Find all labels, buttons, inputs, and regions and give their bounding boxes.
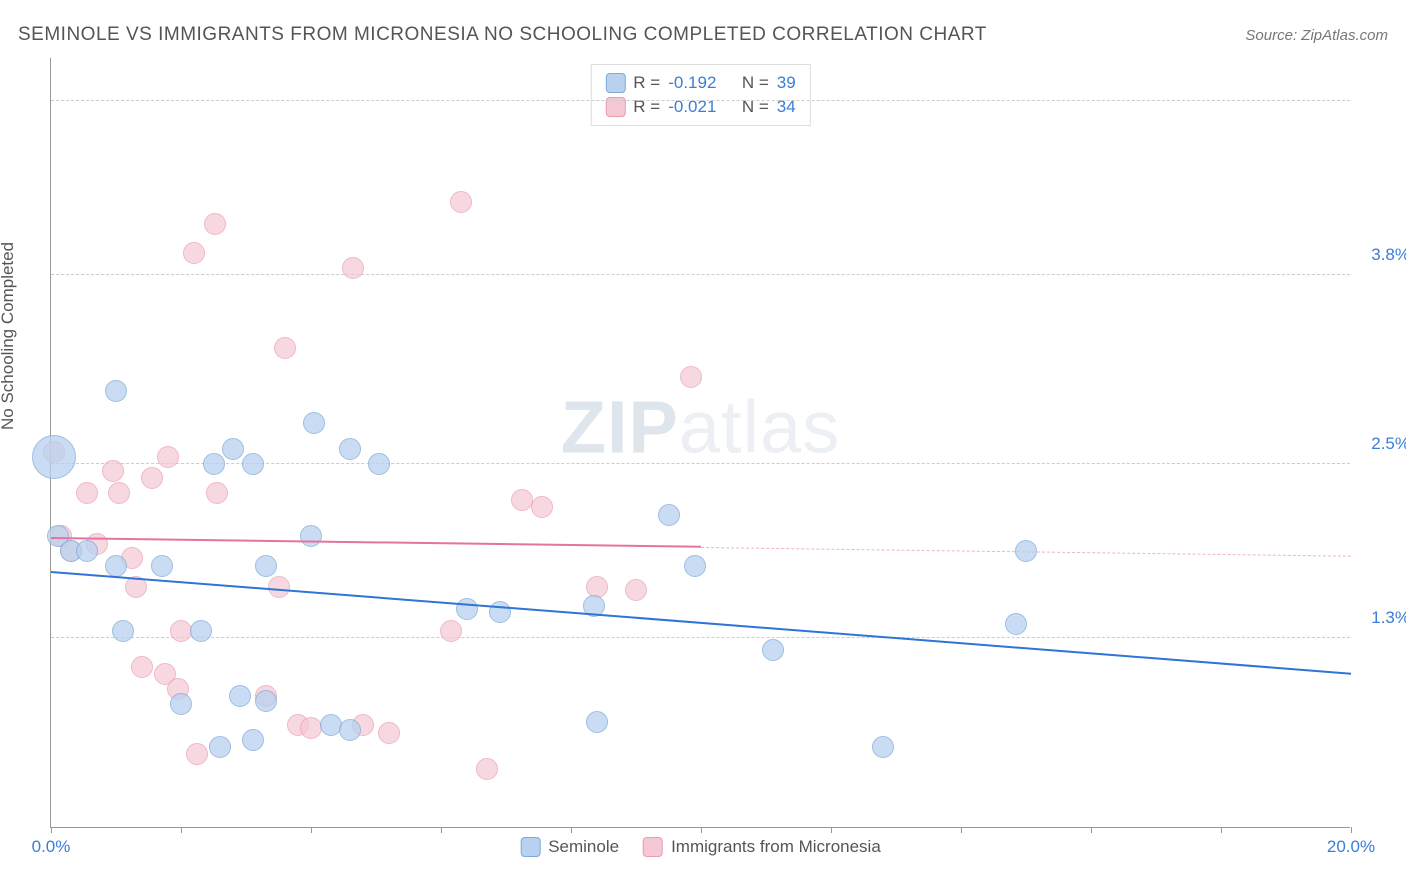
- data-point-seminole: [255, 690, 277, 712]
- gridline: [51, 100, 1350, 101]
- data-point-seminole: [105, 555, 127, 577]
- data-point-seminole: [255, 555, 277, 577]
- data-point-seminole: [339, 438, 361, 460]
- data-point-seminole: [229, 685, 251, 707]
- scatter-chart: ZIPatlas R = -0.192 N = 39 R = -0.021 N …: [50, 58, 1350, 828]
- swatch-seminole-icon: [520, 837, 540, 857]
- y-tick-label: 1.3%: [1371, 608, 1406, 628]
- data-point-seminole: [242, 729, 264, 751]
- data-point-seminole: [112, 620, 134, 642]
- x-tick: [181, 827, 182, 833]
- data-point-seminole: [320, 714, 342, 736]
- y-tick-label: 2.5%: [1371, 434, 1406, 454]
- data-point-micronesia: [476, 758, 498, 780]
- data-point-micronesia: [131, 656, 153, 678]
- x-tick: [1221, 827, 1222, 833]
- data-point-seminole: [242, 453, 264, 475]
- data-point-micronesia: [157, 446, 179, 468]
- data-point-micronesia: [76, 482, 98, 504]
- data-point-seminole: [489, 601, 511, 623]
- data-point-micronesia: [450, 191, 472, 213]
- data-point-seminole: [32, 435, 76, 479]
- data-point-seminole: [76, 540, 98, 562]
- gridline: [51, 274, 1350, 275]
- chart-stats-legend: R = -0.192 N = 39 R = -0.021 N = 34: [590, 64, 810, 126]
- swatch-seminole-icon: [605, 73, 625, 93]
- chart-header: SEMINOLE VS IMMIGRANTS FROM MICRONESIA N…: [18, 24, 1388, 46]
- data-point-seminole: [105, 380, 127, 402]
- legend-item-micronesia: Immigrants from Micronesia: [643, 837, 881, 857]
- data-point-seminole: [658, 504, 680, 526]
- data-point-seminole: [303, 412, 325, 434]
- stats-row-micronesia: R = -0.021 N = 34: [605, 95, 795, 119]
- data-point-micronesia: [274, 337, 296, 359]
- data-point-seminole: [209, 736, 231, 758]
- data-point-micronesia: [186, 743, 208, 765]
- chart-series-legend: Seminole Immigrants from Micronesia: [520, 837, 881, 857]
- legend-item-seminole: Seminole: [520, 837, 619, 857]
- data-point-micronesia: [108, 482, 130, 504]
- data-point-micronesia: [183, 242, 205, 264]
- data-point-seminole: [684, 555, 706, 577]
- data-point-seminole: [368, 453, 390, 475]
- data-point-seminole: [339, 719, 361, 741]
- data-point-micronesia: [440, 620, 462, 642]
- trend-line: [51, 571, 1351, 675]
- swatch-micronesia-icon: [643, 837, 663, 857]
- x-tick: [1351, 827, 1352, 833]
- x-tick: [961, 827, 962, 833]
- data-point-seminole: [170, 693, 192, 715]
- data-point-seminole: [190, 620, 212, 642]
- x-tick: [571, 827, 572, 833]
- data-point-micronesia: [680, 366, 702, 388]
- data-point-seminole: [222, 438, 244, 460]
- data-point-seminole: [151, 555, 173, 577]
- trend-line: [51, 537, 701, 548]
- data-point-micronesia: [342, 257, 364, 279]
- x-tick: [51, 827, 52, 833]
- y-tick-label: 3.8%: [1371, 245, 1406, 265]
- gridline: [51, 637, 1350, 638]
- source-attribution: Source: ZipAtlas.com: [1245, 27, 1388, 44]
- data-point-seminole: [456, 598, 478, 620]
- data-point-micronesia: [531, 496, 553, 518]
- x-tick: [441, 827, 442, 833]
- data-point-micronesia: [300, 717, 322, 739]
- data-point-micronesia: [102, 460, 124, 482]
- data-point-seminole: [300, 525, 322, 547]
- data-point-micronesia: [141, 467, 163, 489]
- data-point-micronesia: [204, 213, 226, 235]
- y-axis-label: No Schooling Completed: [0, 242, 18, 430]
- watermark-text: ZIPatlas: [561, 385, 840, 470]
- x-tick: [311, 827, 312, 833]
- x-tick: [831, 827, 832, 833]
- x-tick: [701, 827, 702, 833]
- data-point-seminole: [1005, 613, 1027, 635]
- x-tick-label: 20.0%: [1327, 837, 1375, 857]
- chart-title: SEMINOLE VS IMMIGRANTS FROM MICRONESIA N…: [18, 24, 987, 46]
- data-point-micronesia: [378, 722, 400, 744]
- data-point-seminole: [586, 711, 608, 733]
- stats-row-seminole: R = -0.192 N = 39: [605, 71, 795, 95]
- data-point-seminole: [872, 736, 894, 758]
- data-point-micronesia: [625, 579, 647, 601]
- data-point-seminole: [203, 453, 225, 475]
- data-point-micronesia: [206, 482, 228, 504]
- x-tick: [1091, 827, 1092, 833]
- data-point-seminole: [762, 639, 784, 661]
- x-tick-label: 0.0%: [32, 837, 71, 857]
